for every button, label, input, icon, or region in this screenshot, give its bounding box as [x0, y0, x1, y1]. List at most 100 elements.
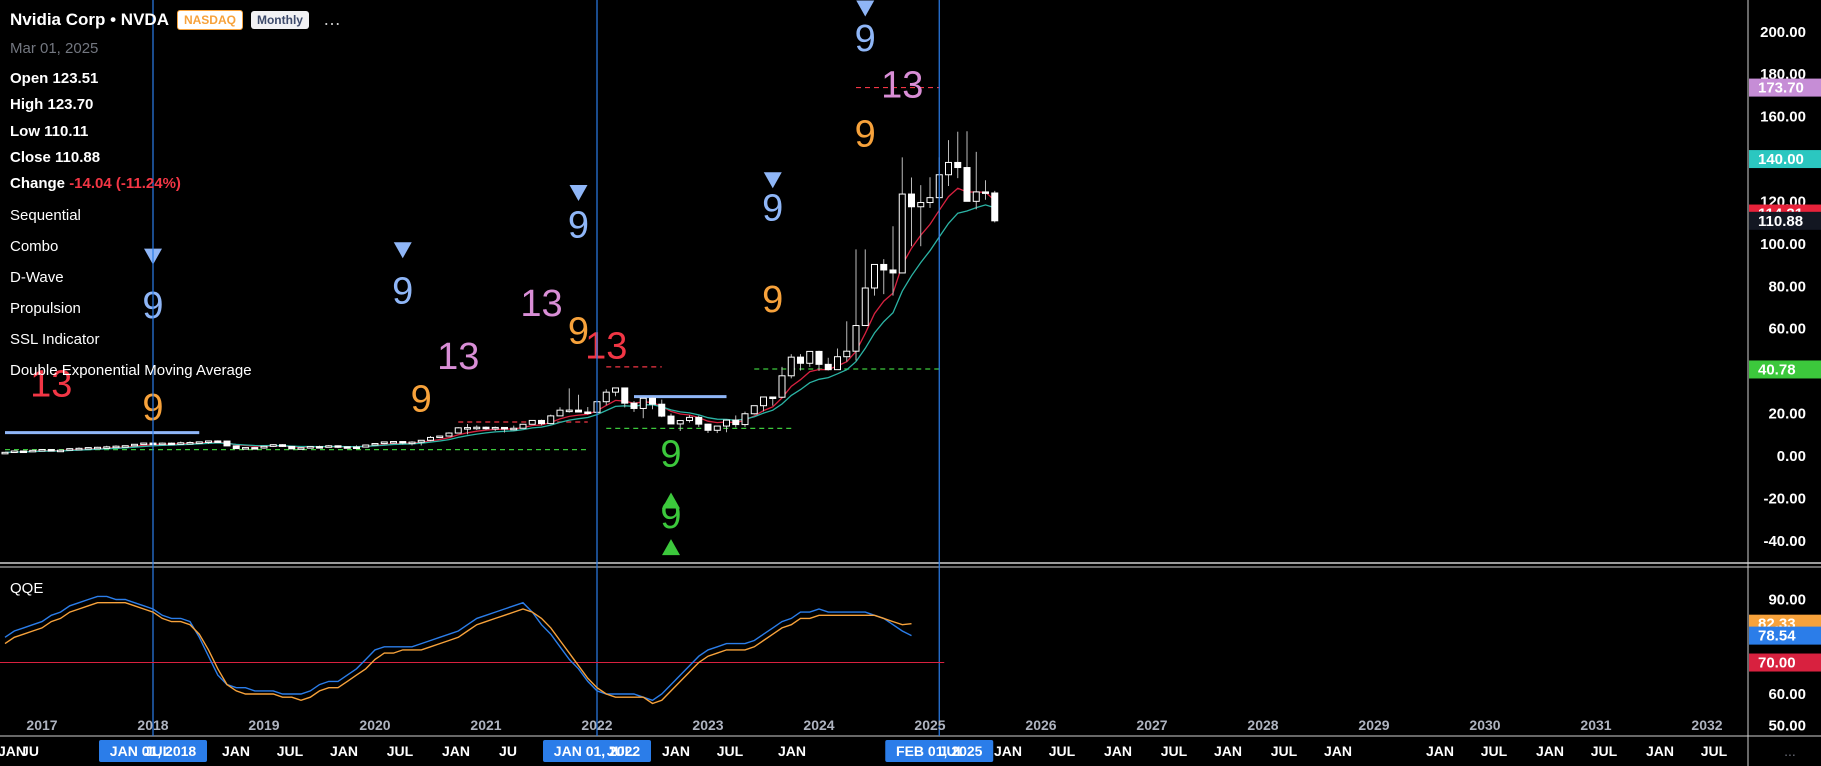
month-label: JAN: [1214, 743, 1242, 759]
candle-body: [186, 442, 194, 445]
y-tick-label: 160.00: [1760, 109, 1806, 126]
td-count-label: 13: [520, 283, 562, 325]
sell-arrow-icon: [569, 184, 588, 201]
candle-body: [306, 446, 314, 449]
candle-body: [769, 396, 777, 400]
candle-body: [408, 441, 416, 445]
candle-body: [991, 192, 999, 222]
high-value: 123.70: [47, 96, 94, 114]
td-count-label: 13: [437, 336, 479, 378]
open-label: Open: [10, 70, 49, 87]
td-count-label: 9: [855, 113, 876, 155]
year-label: 2029: [1358, 717, 1389, 733]
month-label: JUL: [1049, 743, 1076, 759]
date-marker-label: FEB 01, 2025: [896, 743, 983, 759]
candle-body: [353, 446, 360, 450]
more-options-icon[interactable]: …: [322, 9, 341, 29]
price-label-badge: [1749, 653, 1821, 672]
close-label: Close: [10, 148, 51, 166]
candle-body: [612, 387, 619, 393]
price-axes: 200.00180.00160.00140.00120.00100.0080.0…: [1749, 24, 1821, 735]
price-label-text: 110.88: [1758, 213, 1803, 230]
indicator-ssl[interactable]: SSL Indicator: [10, 331, 100, 348]
candle-body: [871, 263, 878, 289]
candle-body: [501, 426, 508, 430]
candle-body: [269, 444, 277, 447]
month-label: JAN: [330, 743, 358, 759]
date-marker-badge: [543, 740, 651, 762]
candle-body: [787, 356, 795, 377]
ohlc-close: Close 110.88: [10, 145, 181, 171]
ohlc-legend: Open 123.51 High 123.70 Low 110.11 Close…: [10, 66, 181, 197]
ohlc-change: Change -14.04 (-11.24%): [10, 171, 181, 197]
indicator-propulsion[interactable]: Propulsion: [10, 300, 81, 317]
candle-body: [251, 447, 259, 450]
qqe-pane: [0, 595, 945, 705]
candle-body: [713, 425, 721, 431]
month-label: JAN: [1536, 743, 1564, 759]
month-label: JAN: [1104, 743, 1132, 759]
candle-body: [963, 167, 971, 202]
candle-body: [140, 442, 148, 446]
month-label: JUL: [277, 743, 304, 759]
year-label: 2032: [1691, 717, 1722, 733]
candle-body: [843, 350, 851, 358]
candle-body: [380, 441, 388, 445]
date-marker-badge: [99, 740, 207, 762]
qqe-title[interactable]: QQE: [10, 580, 44, 597]
candle-body: [279, 444, 286, 447]
symbol-title[interactable]: Nvidia Corp • NVDA: [10, 9, 169, 29]
month-label: JUL: [939, 743, 966, 759]
candle-body: [232, 445, 240, 450]
candle-body: [205, 440, 212, 443]
candle-body: [29, 449, 37, 453]
candle-body: [20, 450, 27, 454]
candle-body: [103, 446, 111, 449]
candle-body: [112, 445, 120, 449]
legend-date: Mar 01, 2025: [10, 40, 99, 57]
y-tick-label: -20.00: [1763, 490, 1806, 507]
ssl-lines: [5, 395, 727, 435]
td-count-label: 9: [568, 205, 589, 247]
year-label: 2023: [692, 717, 723, 733]
td-count-label: 13: [881, 65, 923, 107]
candle-body: [362, 444, 370, 448]
candle-body: [945, 161, 952, 176]
year-label: 2020: [359, 717, 390, 733]
candle-body: [223, 440, 231, 447]
indicator-dema[interactable]: Double Exponential Moving Average: [10, 362, 252, 379]
y-tick-label: 60.00: [1768, 321, 1806, 338]
price-label-badge: [1749, 78, 1821, 97]
month-label: JU: [499, 743, 517, 759]
open-value: 123.51: [52, 70, 99, 87]
sell-arrow-icon: [393, 242, 412, 259]
date-marker-label: JAN 01, 2018: [110, 743, 197, 759]
indicator-combo[interactable]: Combo: [10, 238, 59, 255]
month-label: JAN: [1646, 743, 1674, 759]
exchange-badge: NASDAQ: [176, 9, 243, 30]
month-label: JUL: [717, 743, 744, 759]
change-value: -14.04 (-11.24%): [69, 175, 181, 193]
candle-body: [94, 446, 101, 450]
candle-body: [473, 426, 481, 430]
qqe-slow-line: [4, 602, 912, 705]
indicator-sequential[interactable]: Sequential: [10, 207, 81, 224]
candle-body: [686, 416, 693, 422]
candle-body: [214, 440, 222, 443]
candle-body: [917, 202, 925, 208]
timeframe-badge[interactable]: Monthly: [250, 10, 309, 29]
candle-body: [908, 193, 915, 208]
td-count-label: 9: [392, 270, 413, 312]
candle-body: [639, 397, 647, 409]
indicator-d-wave[interactable]: D-Wave: [10, 269, 64, 286]
price-label-text: 173.70: [1758, 80, 1804, 97]
month-label: JAN: [222, 743, 250, 759]
year-label: 2031: [1580, 717, 1611, 733]
year-label: 2027: [1136, 717, 1167, 733]
sell-arrow-icon: [763, 172, 782, 189]
candle-body: [723, 419, 730, 427]
qqe-fast-line: [4, 595, 912, 702]
